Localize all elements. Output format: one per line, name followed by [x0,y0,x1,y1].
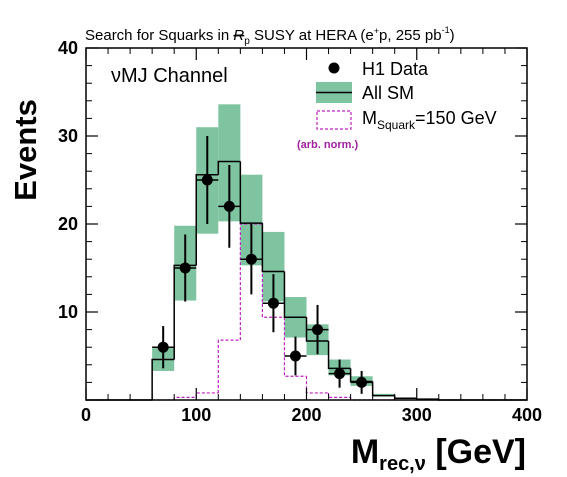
data-point [350,370,373,394]
chart-title: Search for Squarks in Rp SUSY at HERA (e… [85,25,455,47]
data-point [240,224,263,295]
data-point [218,165,241,248]
sm-bin [371,381,395,397]
legend: H1 Data All SM MSquark=150 GeV (arb. nor… [297,59,497,151]
legend-sm-label: All SM [362,83,414,103]
y-tick-label: 30 [58,126,78,146]
legend-signal-swatch [316,110,352,130]
sm-bin [261,223,285,273]
sm-bin [283,271,307,319]
data-points [152,136,373,394]
sm-bin [416,398,439,400]
signal-bin [305,376,329,394]
sm-bin [195,173,219,266]
x-tick-label: 400 [512,405,542,425]
sm-band-bin [240,174,263,266]
axis-ticks: 0 100 200 300 400 10 20 30 40 [58,38,542,425]
data-point [284,336,307,376]
signal-bin [195,392,219,398]
x-tick-label: 300 [402,405,432,425]
signal-bin [217,339,241,393]
y-axis-label: Events [8,99,43,201]
data-point [306,304,329,355]
legend-sm-swatch [316,82,352,103]
sm-bin [327,341,351,370]
y-tick-label: 10 [58,302,78,322]
y-tick-label: 20 [58,214,78,234]
sm-band-bin [218,104,241,222]
sm-bin [239,161,263,224]
x-tick-label: 200 [291,405,321,425]
y-tick-label: 40 [58,38,78,58]
data-point [262,274,285,333]
sm-bin [217,160,241,175]
sm-histogram [86,160,527,401]
sm-bin [393,395,417,399]
x-tick-label: 0 [81,405,91,425]
signal-bin [327,392,351,398]
legend-data-label: H1 Data [362,59,429,79]
data-point [174,234,197,302]
legend-signal-note: (arb. norm.) [297,139,358,151]
x-axis-label: Mrec,ν [GeV] [351,433,526,475]
legend-signal-label: MSquark=150 GeV [362,108,497,132]
rp-symbol: R [233,27,244,44]
data-point [328,359,351,388]
channel-label: νMJ Channel [111,65,228,87]
legend-data-marker [328,62,340,74]
x-tick-label: 100 [181,405,211,425]
sm-band-bin [262,231,285,302]
signal-bin [239,223,263,341]
sm-bin [305,317,329,342]
sm-bin [151,358,175,400]
data-point [152,326,175,369]
data-point [196,136,219,224]
